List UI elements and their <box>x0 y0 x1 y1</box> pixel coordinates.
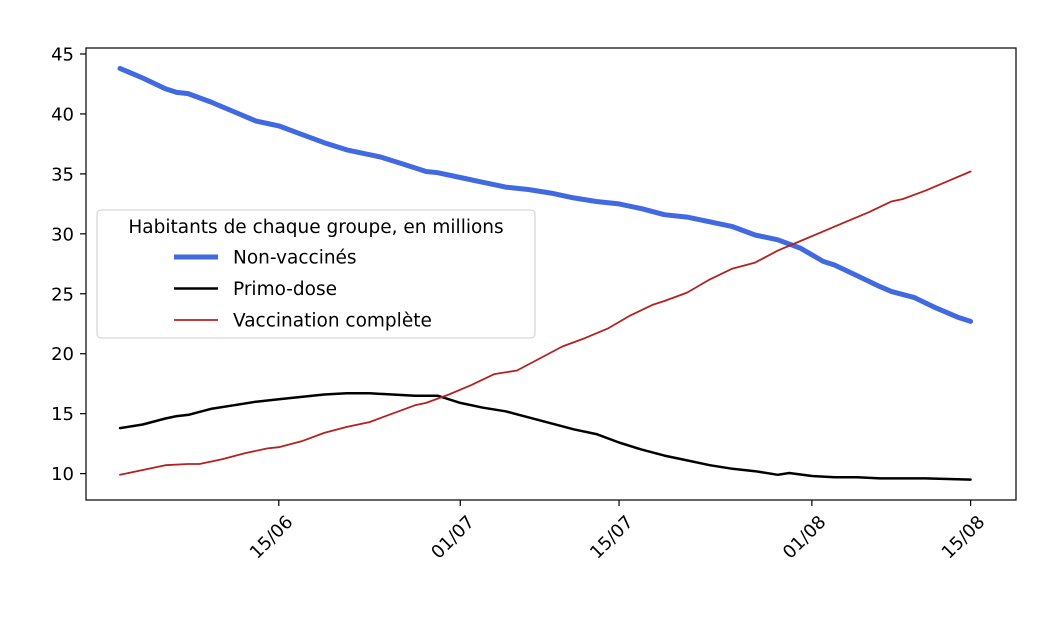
series-line-1 <box>118 392 972 481</box>
legend-box <box>96 209 536 339</box>
series-line-0 <box>117 65 974 324</box>
y-tick-label: 35 <box>51 164 74 185</box>
series-line-2 <box>119 170 972 476</box>
legend-label-1: Primo-dose <box>233 279 337 300</box>
series-layer <box>117 65 974 481</box>
y-axis: 10 15 20 25 30 35 40 45 <box>51 44 86 485</box>
y-tick-label: 15 <box>51 404 74 425</box>
y-tick-label: 30 <box>51 224 74 245</box>
y-tick-label: 45 <box>51 44 74 65</box>
y-tick-label: 25 <box>51 284 74 305</box>
legend-label-0: Non-vaccinés <box>233 248 357 269</box>
legend-title: Habitants de chaque groupe, en millions <box>128 217 503 238</box>
y-tick-label: 10 <box>51 464 74 485</box>
y-tick-label: 20 <box>51 344 74 365</box>
legend: Habitants de chaque groupe, en millions N… <box>96 209 536 339</box>
plot-frame <box>85 47 1017 501</box>
y-tick-label: 40 <box>51 104 74 125</box>
legend-label-2: Vaccination complète <box>233 311 432 332</box>
